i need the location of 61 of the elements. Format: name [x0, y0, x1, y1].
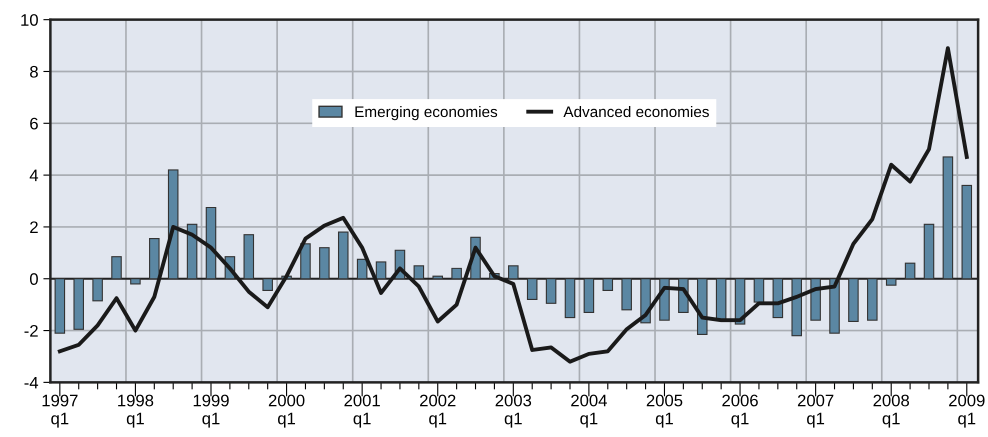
bar: [244, 234, 254, 280]
bar: [92, 278, 103, 302]
bar: [432, 276, 444, 280]
x-tick-label: 2002 q1: [420, 394, 456, 428]
bar: [130, 278, 141, 284]
bar: [149, 238, 160, 280]
x-tick-label: 2004 q1: [571, 394, 607, 428]
legend-label: Advanced economies: [563, 106, 709, 118]
x-tick-label: 2006 q1: [722, 394, 758, 428]
x-tick-label: 2003 q1: [496, 394, 532, 428]
bar: [206, 206, 216, 280]
bar: [696, 278, 708, 335]
bar: [54, 278, 66, 334]
bar: [186, 224, 198, 280]
bar: [867, 278, 878, 321]
bar: [564, 278, 576, 318]
bar: [262, 278, 273, 291]
x-tick-label: 2000 q1: [268, 394, 304, 428]
bar: [546, 278, 556, 304]
bar: [73, 278, 84, 330]
y-tick-label: 10: [21, 14, 38, 26]
bar: [508, 265, 519, 280]
bar: [300, 243, 311, 280]
bar: [829, 278, 840, 334]
bar: [584, 278, 594, 313]
bar: [376, 261, 386, 280]
bar: [754, 278, 764, 303]
bar: [734, 278, 746, 325]
bar: [962, 184, 972, 280]
bar: [356, 258, 368, 280]
y-tick-label: 2: [30, 221, 38, 233]
y-tick-label: 6: [30, 118, 38, 130]
bar: [942, 156, 954, 280]
y-tick-label: 8: [30, 66, 38, 78]
bar: [904, 262, 916, 280]
x-tick-label: 1997 q1: [42, 394, 78, 428]
bar: [168, 169, 178, 280]
bar: [791, 278, 802, 336]
bar: [414, 265, 424, 280]
x-tick-label: 1998 q1: [118, 394, 154, 428]
bar: [848, 278, 859, 322]
x-tick-label: 1999 q1: [194, 394, 229, 428]
bar: [319, 247, 330, 280]
x-tick-label: 2005 q1: [646, 394, 682, 428]
x-tick-label: 2009 q1: [949, 394, 985, 428]
y-tick-label: 0: [30, 273, 38, 285]
bar: [602, 278, 614, 291]
x-tick-label: 2008 q1: [874, 394, 910, 428]
bar: [526, 278, 538, 300]
bar: [621, 278, 632, 310]
x-tick-label: 2001 q1: [344, 394, 380, 428]
y-tick-label: 4: [30, 170, 38, 182]
bar: [111, 256, 122, 280]
bar: [924, 224, 934, 280]
bar: [451, 268, 462, 280]
y-tick-label: -2: [24, 324, 38, 337]
x-tick-label: 2007 q1: [798, 394, 834, 428]
y-tick-label: -4: [24, 376, 38, 388]
legend-label: Emerging economies: [355, 106, 498, 120]
bar: [338, 232, 349, 280]
bar: [886, 278, 896, 286]
